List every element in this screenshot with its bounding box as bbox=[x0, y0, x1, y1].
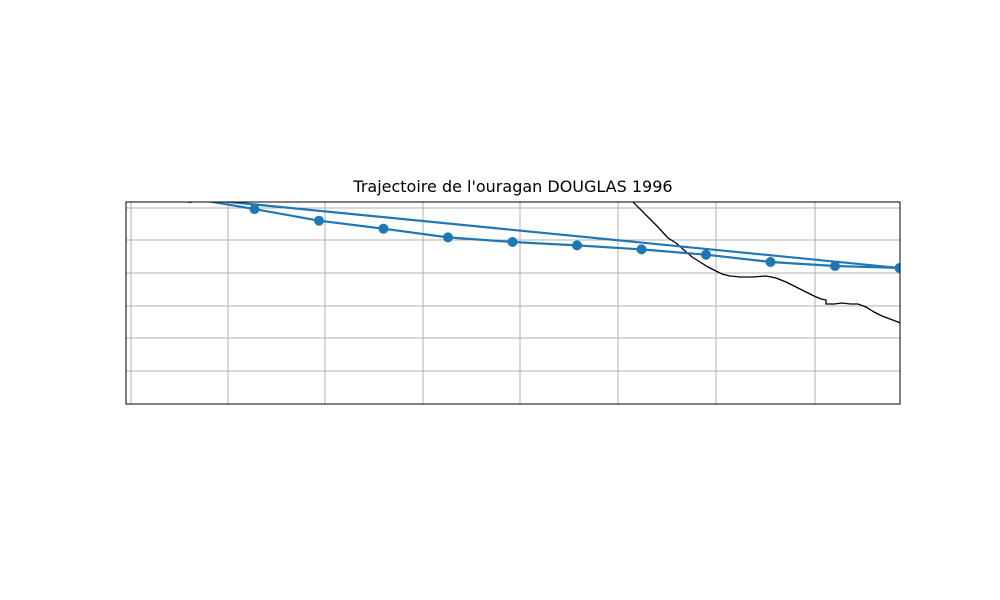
track-point bbox=[765, 257, 776, 267]
track-point bbox=[701, 249, 711, 260]
track-point bbox=[314, 215, 324, 226]
track-point bbox=[830, 261, 840, 271]
track-point bbox=[894, 263, 900, 273]
track-point bbox=[636, 244, 647, 255]
map-title: Trajectoire de l'ouragan DOUGLAS 1996 bbox=[353, 177, 673, 196]
track-point bbox=[378, 223, 389, 234]
map-frame bbox=[125, 201, 901, 405]
track-point bbox=[249, 204, 260, 215]
map-background bbox=[126, 202, 900, 404]
track-point bbox=[572, 240, 582, 251]
track-point bbox=[507, 237, 518, 247]
track-point bbox=[443, 232, 453, 243]
hurricane-track bbox=[186, 202, 900, 273]
